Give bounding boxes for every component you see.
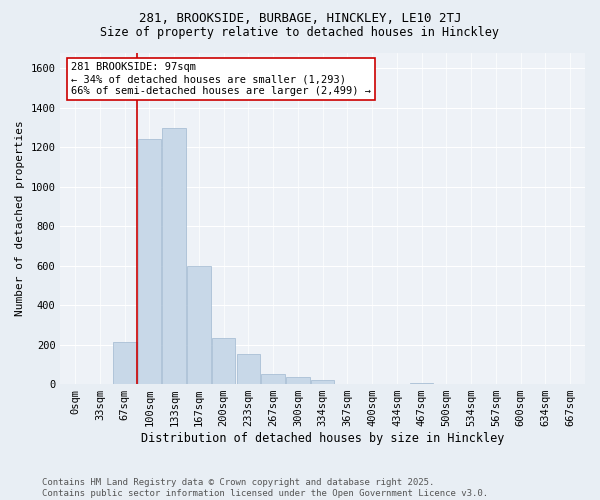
Bar: [237, 354, 260, 384]
Text: Size of property relative to detached houses in Hinckley: Size of property relative to detached ho…: [101, 26, 499, 39]
Bar: [262, 374, 285, 384]
Bar: [113, 342, 137, 384]
Text: 281 BROOKSIDE: 97sqm
← 34% of detached houses are smaller (1,293)
66% of semi-de: 281 BROOKSIDE: 97sqm ← 34% of detached h…: [71, 62, 371, 96]
X-axis label: Distribution of detached houses by size in Hinckley: Distribution of detached houses by size …: [141, 432, 505, 445]
Bar: [212, 338, 235, 384]
Bar: [163, 128, 186, 384]
Bar: [286, 377, 310, 384]
Bar: [187, 266, 211, 384]
Bar: [410, 383, 433, 384]
Y-axis label: Number of detached properties: Number of detached properties: [15, 120, 25, 316]
Bar: [311, 380, 334, 384]
Text: Contains HM Land Registry data © Crown copyright and database right 2025.
Contai: Contains HM Land Registry data © Crown c…: [42, 478, 488, 498]
Bar: [138, 140, 161, 384]
Text: 281, BROOKSIDE, BURBAGE, HINCKLEY, LE10 2TJ: 281, BROOKSIDE, BURBAGE, HINCKLEY, LE10 …: [139, 12, 461, 26]
